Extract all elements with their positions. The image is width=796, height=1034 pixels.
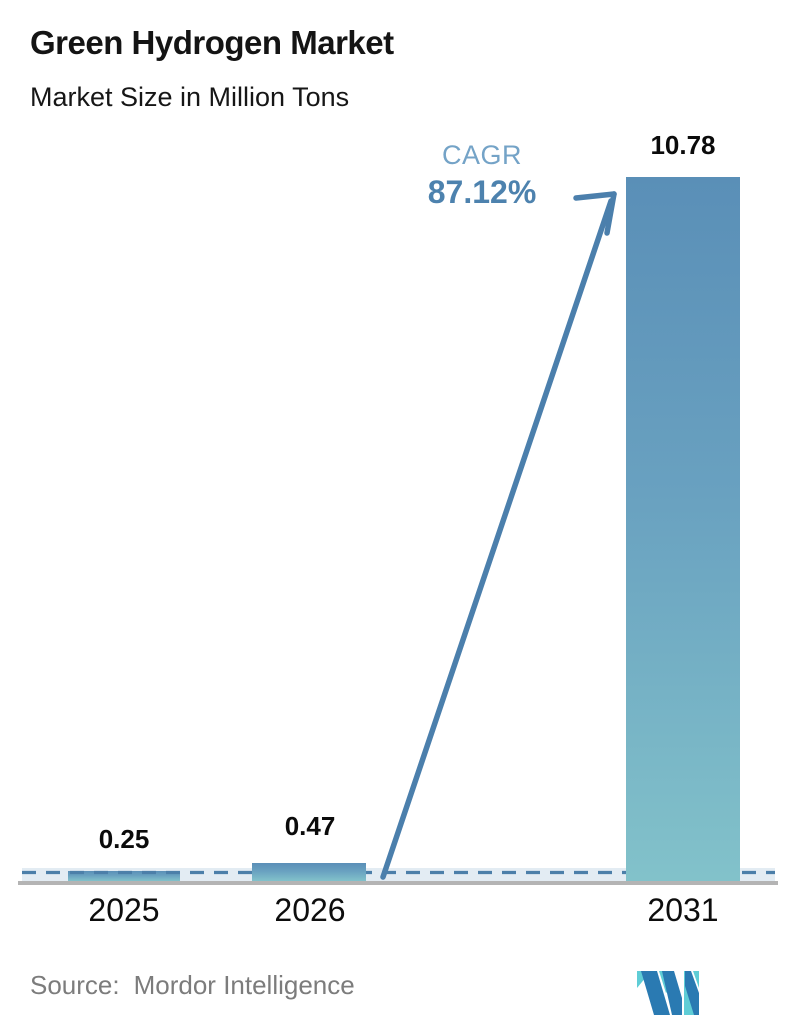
- source-name: Mordor Intelligence: [133, 970, 355, 1000]
- x-tick-2031: 2031: [647, 892, 719, 928]
- bar-2026: [252, 863, 366, 881]
- page-title: Green Hydrogen Market: [30, 24, 394, 61]
- source-label: Source:: [30, 970, 120, 1000]
- value-label-2026: 0.47: [284, 811, 336, 841]
- x-tick-2026: 2026: [274, 892, 346, 928]
- value-label-2031: 10.78: [650, 130, 716, 160]
- cagr-label: CAGR: [441, 140, 522, 170]
- page-subtitle: Market Size in Million Tons: [30, 82, 350, 112]
- mordor-intelligence-logo-icon: [637, 971, 699, 1015]
- cagr-value: 87.12%: [427, 174, 537, 210]
- bar-2031: [626, 177, 740, 881]
- x-axis-line: [18, 881, 778, 885]
- x-tick-2025: 2025: [88, 892, 160, 928]
- bar-2025: [68, 871, 180, 881]
- source-row: Source: Mordor Intelligence: [30, 970, 355, 1001]
- value-label-2025: 0.25: [98, 824, 150, 854]
